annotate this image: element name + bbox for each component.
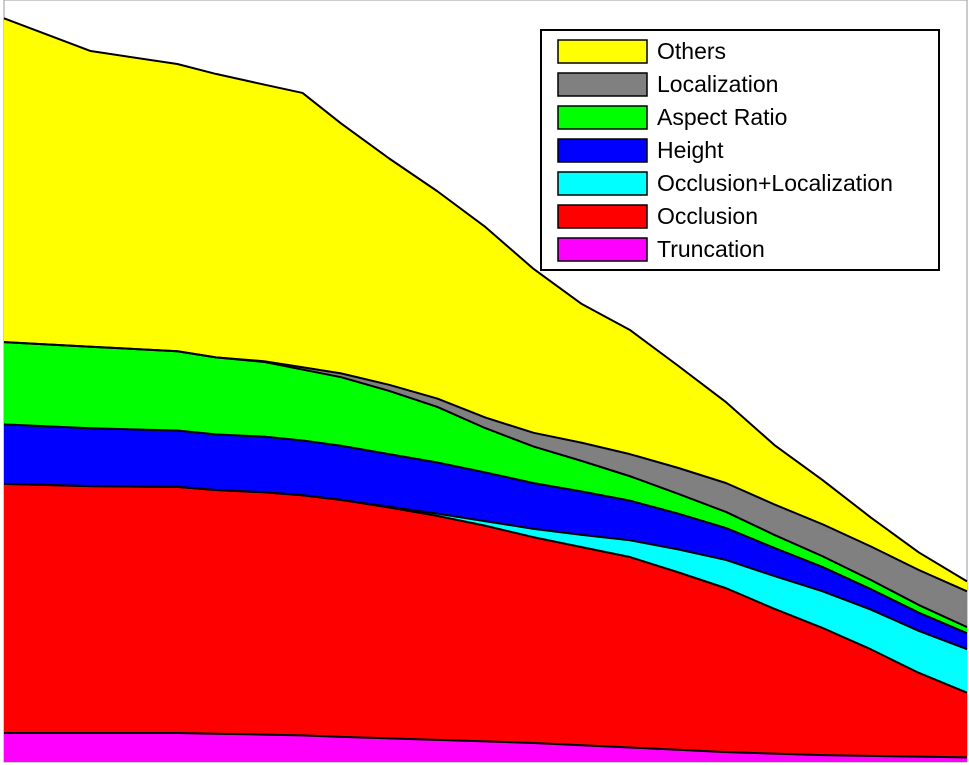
legend-label-occlusion: Occlusion: [657, 203, 758, 229]
legend-swatch-occlusion: [557, 204, 648, 229]
legend-swatch-truncation: [557, 237, 648, 262]
legend: Others Localization Aspect Ratio Height Occl…: [540, 29, 940, 271]
legend-swatch-aspect-ratio: [557, 105, 648, 130]
legend-label-truncation: Truncation: [657, 236, 765, 262]
legend-label-aspect-ratio: Aspect Ratio: [657, 104, 787, 130]
boundaries-layer: [3, 17, 968, 759]
legend-label-others: Others: [657, 38, 726, 64]
boundary-localization: [3, 341, 968, 593]
areas-layer: [4, 18, 967, 762]
area-occlusion: [4, 483, 967, 758]
legend-swatch-occlusion-localization: [557, 171, 648, 196]
legend-swatch-others: [557, 39, 648, 64]
boundary-occlusion-localization: [3, 482, 968, 651]
area-height: [4, 424, 967, 650]
boundary-height: [3, 423, 968, 635]
boundary-truncation: [4, 732, 968, 759]
legend-swatch-localization: [557, 72, 648, 97]
area-others: [4, 18, 967, 592]
legend-swatch-height: [557, 138, 648, 163]
legend-label-height: Height: [657, 137, 724, 163]
legend-label-localization: Localization: [657, 71, 778, 97]
area-aspect-ratio: [4, 342, 967, 634]
boundary-others: [3, 17, 968, 583]
legend-label-occlusion-localization: Occlusion+Localization: [657, 170, 893, 196]
area-truncation: [4, 733, 967, 762]
